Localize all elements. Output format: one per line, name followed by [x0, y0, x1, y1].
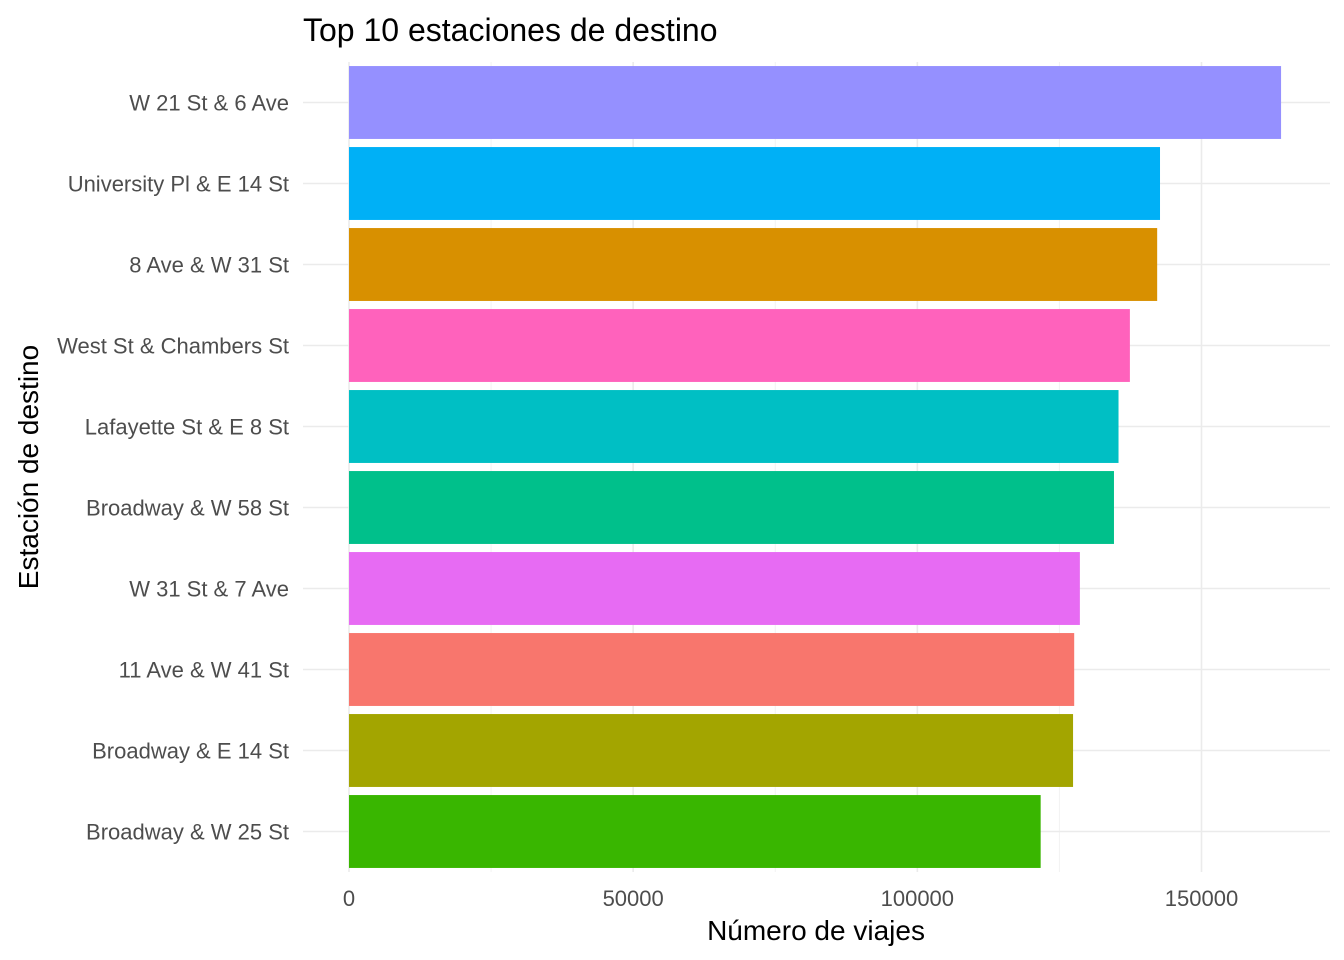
x-tick-label: 100000: [881, 886, 954, 911]
bar: [349, 147, 1161, 220]
bars: [349, 66, 1282, 868]
y-tick-label: W 31 St & 7 Ave: [129, 577, 289, 602]
bar: [349, 66, 1282, 139]
y-tick-label: Broadway & W 58 St: [86, 496, 289, 521]
chart-title: Top 10 estaciones de destino: [303, 12, 718, 48]
y-axis-tick-labels: W 21 St & 6 Ave University Pl & E 14 St 8 …: [57, 91, 289, 845]
x-tick-label: 50000: [603, 886, 664, 911]
bar: [349, 714, 1074, 787]
y-tick-label: Broadway & W 25 St: [86, 820, 289, 845]
bar: [349, 552, 1080, 625]
y-axis-title: Estación de destino: [13, 345, 44, 589]
bar: [349, 471, 1114, 544]
y-tick-label: Broadway & E 14 St: [92, 739, 289, 764]
y-tick-label: University Pl & E 14 St: [68, 172, 289, 197]
x-axis-title: Número de viajes: [707, 915, 925, 946]
x-axis-tick-labels: 0 50000 100000 150000: [343, 886, 1238, 911]
bar: [349, 228, 1158, 301]
bar: [349, 390, 1119, 463]
bar: [349, 795, 1041, 868]
y-tick-label: 11 Ave & W 41 St: [119, 658, 289, 683]
bar: [349, 309, 1130, 382]
y-tick-label: West St & Chambers St: [57, 334, 289, 359]
bar: [349, 633, 1075, 706]
x-tick-label: 0: [343, 886, 355, 911]
y-tick-label: W 21 St & 6 Ave: [129, 91, 289, 116]
y-tick-label: 8 Ave & W 31 St: [129, 253, 289, 278]
y-tick-label: Lafayette St & E 8 St: [85, 415, 289, 440]
x-tick-label: 150000: [1165, 886, 1238, 911]
